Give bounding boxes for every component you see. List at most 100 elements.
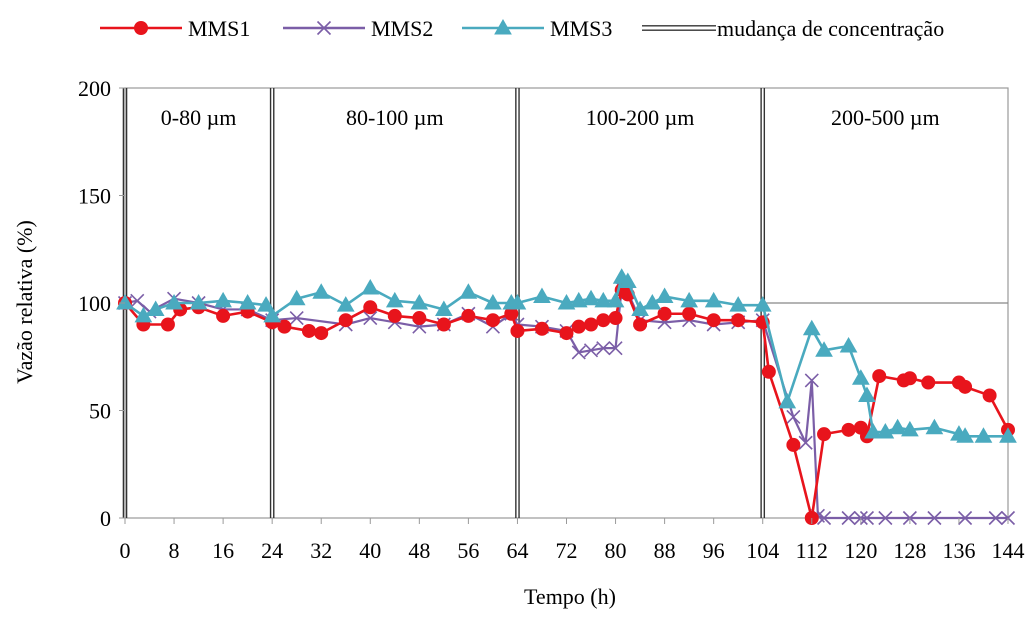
- data-point: [901, 420, 919, 437]
- data-point: [301, 323, 316, 338]
- data-point: [858, 386, 876, 402]
- data-point: [434, 300, 453, 316]
- data-point: [508, 293, 527, 310]
- data-point: [731, 313, 746, 328]
- data-point: [851, 369, 870, 385]
- data-point: [363, 310, 378, 326]
- x-tick-label: 32: [310, 538, 332, 563]
- data-point: [571, 319, 586, 334]
- data-point: [385, 291, 404, 308]
- series-line: [124, 286, 1008, 520]
- data-point: [338, 313, 353, 328]
- data-point: [216, 308, 231, 323]
- data-point: [761, 364, 776, 379]
- data-point: [361, 278, 380, 295]
- data-point: [778, 392, 797, 409]
- region-label: 80-100 µm: [346, 105, 444, 130]
- data-point: [569, 291, 588, 308]
- x-axis-ticks: 0 8 16 24 32 40 48 56 64 72 80 88 96 104 112 120 128 136 1…: [120, 518, 1025, 563]
- data-point: [263, 306, 282, 323]
- data-point: [238, 293, 257, 310]
- y-tick-label: 100: [78, 291, 111, 316]
- data-point: [633, 317, 648, 332]
- y-tick-label: 150: [78, 184, 111, 209]
- data-point: [817, 427, 832, 442]
- data-point: [878, 510, 893, 526]
- data-point: [314, 326, 329, 341]
- x-tick-label: 24: [261, 538, 283, 563]
- data-point: [704, 291, 723, 308]
- series-layer: [116, 268, 1017, 526]
- x-axis-label: Tempo (h): [524, 584, 616, 609]
- legend-entry: MMS1: [100, 16, 250, 41]
- region-labels: 0-80 µm 80-100 µm 100-200 µm 200-500 µm: [161, 105, 940, 130]
- y-tick-label: 50: [89, 399, 111, 424]
- data-point: [336, 296, 355, 312]
- y-axis-ticks: 0 50 100 150 200: [78, 76, 125, 531]
- data-point: [459, 283, 478, 299]
- series-mms3: [116, 268, 1017, 443]
- legend-entry: MMS3: [462, 16, 612, 41]
- x-tick-label: 8: [169, 538, 180, 563]
- data-point: [815, 341, 833, 357]
- data-point: [786, 409, 801, 425]
- data-point: [316, 20, 332, 36]
- region-label: 200-500 µm: [831, 105, 940, 130]
- data-point: [461, 308, 476, 323]
- data-point: [921, 375, 936, 390]
- data-point: [287, 289, 306, 306]
- y-tick-label: 0: [100, 506, 111, 531]
- data-point: [410, 293, 429, 310]
- data-point: [974, 427, 993, 443]
- x-tick-label: 144: [992, 538, 1025, 563]
- x-tick-label: 0: [120, 538, 131, 563]
- x-tick-label: 72: [556, 538, 578, 563]
- data-point: [387, 308, 402, 323]
- data-point: [557, 293, 576, 310]
- data-point: [841, 422, 856, 437]
- x-tick-label: 64: [506, 538, 528, 563]
- legend-entry: mudança de concentração: [642, 16, 944, 41]
- data-point: [925, 418, 944, 435]
- data-point: [999, 427, 1017, 443]
- data-point: [958, 510, 973, 526]
- series-mms2: [117, 280, 1016, 526]
- data-point: [289, 310, 304, 326]
- y-tick-label: 200: [78, 76, 111, 101]
- x-tick-label: 128: [893, 538, 926, 563]
- data-point: [682, 306, 697, 321]
- data-point: [510, 323, 525, 338]
- data-point: [802, 319, 821, 336]
- data-point: [872, 369, 887, 384]
- data-point: [134, 21, 148, 35]
- data-point: [594, 291, 613, 308]
- x-tick-label: 16: [212, 538, 234, 563]
- data-point: [494, 18, 512, 35]
- x-tick-label: 40: [359, 538, 381, 563]
- series-line: [124, 288, 1010, 520]
- data-point: [436, 317, 451, 332]
- data-point: [277, 319, 292, 334]
- x-tick-label: 120: [844, 538, 877, 563]
- data-point: [876, 422, 895, 439]
- data-point: [982, 388, 997, 403]
- data-point: [608, 311, 623, 326]
- data-point: [988, 510, 1003, 526]
- legend-label: MMS3: [550, 16, 612, 41]
- data-point: [956, 427, 974, 443]
- legend-label: mudança de concentração: [717, 16, 944, 41]
- x-tick-label: 56: [457, 538, 479, 563]
- legend-label: MMS2: [371, 16, 433, 41]
- data-point: [214, 291, 232, 308]
- legend: MMS1 MMS2 MMS3 mudança de concentração: [100, 16, 944, 41]
- data-point: [584, 317, 599, 332]
- x-tick-label: 136: [942, 538, 975, 563]
- data-point: [753, 296, 772, 312]
- data-point: [657, 306, 672, 321]
- data-point: [643, 293, 662, 310]
- data-point: [412, 311, 427, 326]
- data-point: [839, 336, 858, 353]
- x-tick-label: 104: [746, 538, 779, 563]
